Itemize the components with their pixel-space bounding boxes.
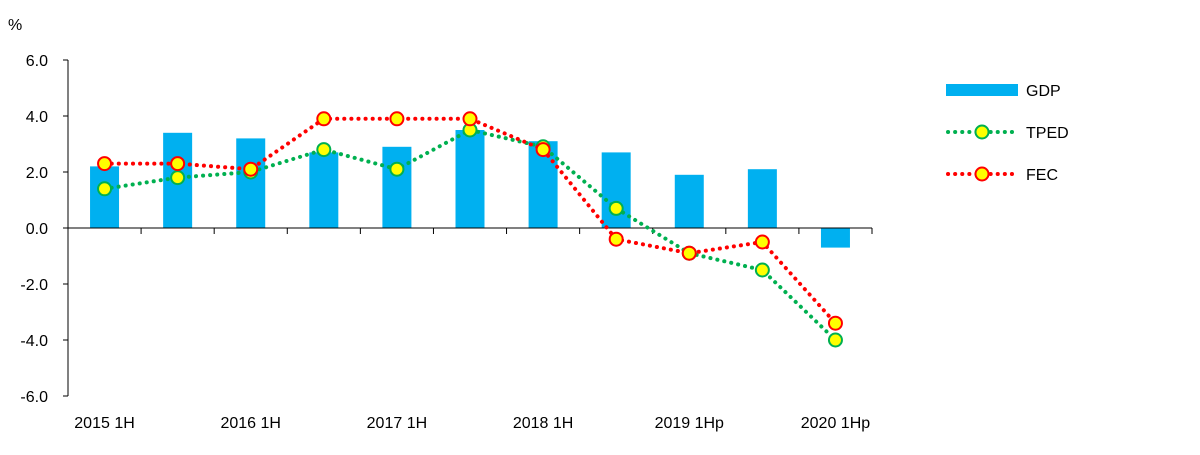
tped-marker <box>97 181 113 197</box>
x-axis-ticks: 2015 1H 2016 1H 2017 1H 2018 1H 2019 1Hp 2020… <box>67 228 873 432</box>
y-tick-label: 0.0 <box>26 221 48 238</box>
gdp-bar <box>236 138 266 228</box>
gdp-bar <box>747 169 777 228</box>
fec-marker <box>97 156 113 172</box>
fec-marker <box>681 245 697 261</box>
gdp-bar <box>382 146 412 228</box>
y-tick-label: 2.0 <box>26 165 48 182</box>
legend-marker-fec <box>974 166 990 182</box>
gdp-bar <box>90 166 120 228</box>
legend-label-tped: TPED <box>1026 125 1069 142</box>
x-tick-label: 2020 1Hp <box>801 415 870 432</box>
gdp-bar <box>455 130 485 228</box>
tped-marker <box>827 332 843 348</box>
tped-marker <box>754 262 770 278</box>
legend-label-fec: FEC <box>1026 167 1058 184</box>
fec-marker <box>827 315 843 331</box>
fec-series-line <box>102 116 838 326</box>
gdp-bar <box>309 152 339 228</box>
fec-marker <box>608 231 624 247</box>
gdp-bar <box>820 228 850 248</box>
y-tick-label: -4.0 <box>20 333 48 350</box>
x-tick-label: 2015 1H <box>74 415 135 432</box>
y-axis-ticks: 6.0 4.0 2.0 0.0 -2.0 -4.0 -6.0 <box>20 53 68 406</box>
gdp-bar <box>674 174 704 228</box>
fec-marker <box>389 111 405 127</box>
y-tick-label: -6.0 <box>20 389 48 406</box>
fec-marker <box>462 111 478 127</box>
line-series <box>97 111 843 348</box>
fec-marker <box>754 234 770 250</box>
y-tick-label: 4.0 <box>26 109 48 126</box>
x-tick-label: 2019 1Hp <box>655 415 724 432</box>
tped-marker <box>608 200 624 216</box>
y-unit-label: % <box>8 17 22 34</box>
y-tick-label: -2.0 <box>20 277 48 294</box>
legend-marker-tped <box>974 124 990 140</box>
tped-marker <box>316 142 332 158</box>
fec-marker <box>170 156 186 172</box>
gdp-bar <box>601 152 631 228</box>
x-tick-label: 2018 1H <box>513 415 574 432</box>
legend-swatch-gdp <box>946 84 1018 96</box>
fec-marker <box>243 161 259 177</box>
tped-marker <box>389 161 405 177</box>
gdp-bars <box>90 130 850 248</box>
x-tick-label: 2017 1H <box>367 415 428 432</box>
fec-marker <box>535 142 551 158</box>
legend-label-gdp: GDP <box>1026 83 1061 100</box>
tped-marker <box>170 170 186 186</box>
fec-marker <box>316 111 332 127</box>
y-tick-label: 6.0 <box>26 53 48 70</box>
x-tick-label: 2016 1H <box>220 415 281 432</box>
legend: GDP TPED FEC <box>946 83 1069 184</box>
